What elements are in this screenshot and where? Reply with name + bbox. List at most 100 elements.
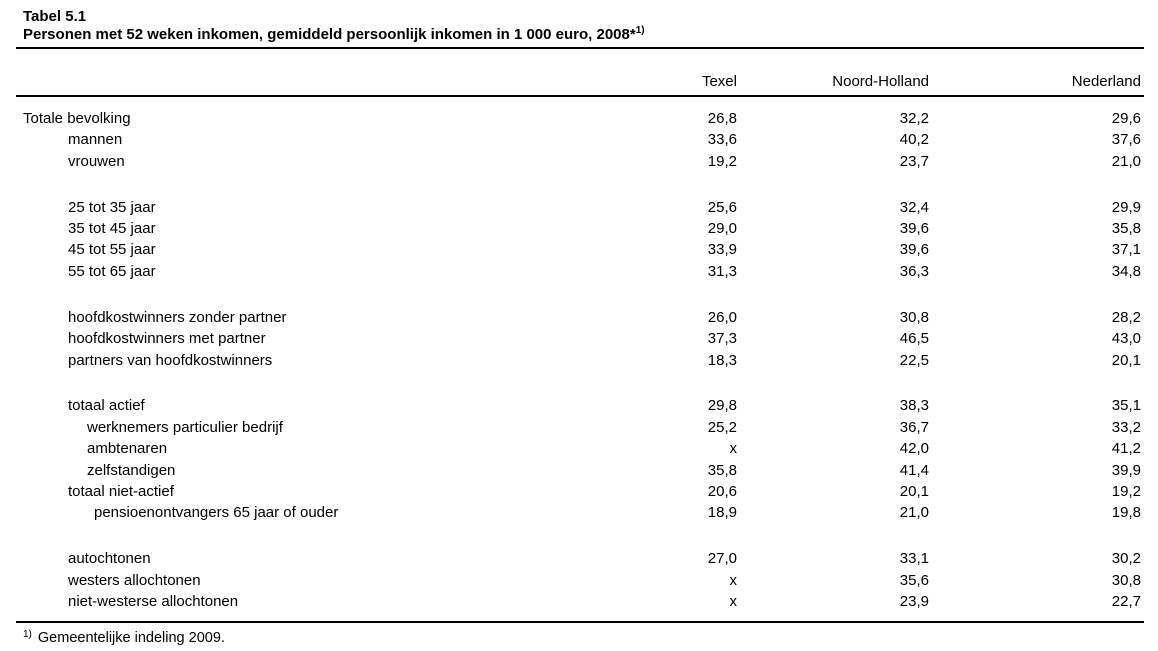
table-row: 55 tot 65 jaar 31,3 36,3 34,8 <box>23 261 1141 282</box>
cell-value: 31,3 <box>707 262 737 280</box>
cell-value: 33,2 <box>1111 418 1141 436</box>
cell-value: 29,0 <box>707 220 737 238</box>
table-row: vrouwen 19,2 23,7 21,0 <box>23 151 1141 172</box>
table-row: partners van hoofdkostwinners 18,3 22,5 20,… <box>23 350 1141 371</box>
title-divider <box>16 47 1144 49</box>
cell-value: 35,1 <box>1111 397 1141 415</box>
cell-value: 35,6 <box>899 571 929 589</box>
row-label: werknemers particulier bedrijf <box>87 418 283 436</box>
cell-value: 26,0 <box>707 308 737 326</box>
table-row: zelfstandigen 35,8 41,4 39,9 <box>23 460 1141 481</box>
column-header-nederland: Nederland <box>1071 73 1141 90</box>
cell-value: 21,0 <box>1111 152 1141 170</box>
cell-value: 26,8 <box>707 110 737 127</box>
table-row: autochtonen 27,0 33,1 30,2 <box>23 548 1141 569</box>
cell-value: 25,2 <box>707 418 737 436</box>
row-label: 35 tot 45 jaar <box>68 220 156 238</box>
cell-value: 30,8 <box>899 308 929 326</box>
cell-value: 18,3 <box>707 351 737 369</box>
table-body: Totale bevolking 26,8 32,2 29,6 mannen 33,6 40… <box>23 108 1141 612</box>
cell-value: 25,6 <box>707 198 737 216</box>
cell-value: 36,7 <box>899 418 929 436</box>
cell-value: 22,7 <box>1111 593 1141 611</box>
table-row: hoofdkostwinners zonder partner 26,0 30,8 2… <box>23 307 1141 328</box>
table-row: pensioenontvangers 65 jaar of ouder 18,9 2… <box>23 502 1141 523</box>
table-row: niet-westerse allochtonen x 23,9 22,7 <box>23 591 1141 612</box>
cell-value: 27,0 <box>707 550 737 568</box>
cell-value: 29,6 <box>1111 110 1141 127</box>
row-label: vrouwen <box>68 152 125 170</box>
row-label: Totale bevolking <box>23 110 131 127</box>
cell-value: 29,9 <box>1111 198 1141 216</box>
cell-value: 43,0 <box>1111 330 1141 348</box>
row-label: pensioenontvangers 65 jaar of ouder <box>94 504 339 522</box>
cell-value: 32,4 <box>899 198 929 216</box>
cell-value: 39,6 <box>899 241 929 259</box>
row-label: westers allochtonen <box>68 571 201 589</box>
row-label: totaal actief <box>68 397 145 415</box>
cell-value: 21,0 <box>899 504 929 522</box>
table-row: mannen 33,6 40,2 37,6 <box>23 129 1141 150</box>
cell-value: 19,2 <box>1111 482 1141 500</box>
table-title-text: Personen met 52 weken inkomen, gemiddeld… <box>23 26 636 43</box>
table-row: ambtenaren x 42,0 41,2 <box>23 438 1141 459</box>
table-row: westers allochtonen x 35,6 30,8 <box>23 570 1141 591</box>
cell-value: 33,9 <box>707 241 737 259</box>
cell-value: 39,9 <box>1111 461 1141 479</box>
cell-value: 19,2 <box>707 152 737 170</box>
row-label: totaal niet-actief <box>68 482 174 500</box>
row-label: 55 tot 65 jaar <box>68 262 156 280</box>
cell-value: 28,2 <box>1111 308 1141 326</box>
column-header-texel: Texel <box>701 73 737 90</box>
footnote-text: Gemeentelijke indeling 2009. <box>37 630 225 647</box>
row-label: 25 tot 35 jaar <box>68 198 156 216</box>
table-number: Tabel 5.1 <box>23 8 87 25</box>
cell-value: 39,6 <box>899 220 929 238</box>
cell-value: 19,8 <box>1111 504 1141 522</box>
cell-value: x <box>729 593 738 611</box>
row-label: partners van hoofdkostwinners <box>68 351 273 369</box>
cell-value: x <box>729 571 738 589</box>
row-spacer <box>23 524 1141 549</box>
column-header-row: Texel Noord-Holland Nederland <box>23 49 1141 95</box>
table-row: 25 tot 35 jaar 25,6 32,4 29,9 <box>23 197 1141 218</box>
cell-value: 29,8 <box>707 397 737 415</box>
header-divider <box>16 95 1144 97</box>
table-row: hoofdkostwinners met partner 37,3 46,5 43,0 <box>23 328 1141 349</box>
row-label: 45 tot 55 jaar <box>68 241 156 259</box>
cell-value: 46,5 <box>899 330 929 348</box>
table-title: Personen met 52 weken inkomen, gemiddeld… <box>23 26 1158 44</box>
row-label: zelfstandigen <box>87 461 176 479</box>
cell-value: 18,9 <box>707 504 737 522</box>
cell-value: x <box>729 440 738 458</box>
cell-value: 38,3 <box>899 397 929 415</box>
cell-value: 36,3 <box>899 262 929 280</box>
cell-value: 30,2 <box>1111 550 1141 568</box>
row-spacer <box>23 282 1141 307</box>
row-label: ambtenaren <box>87 440 168 458</box>
row-label: niet-westerse allochtonen <box>68 593 239 611</box>
cell-value: 42,0 <box>899 440 929 458</box>
table-row: 35 tot 45 jaar 29,0 39,6 35,8 <box>23 218 1141 239</box>
row-label: mannen <box>68 131 123 149</box>
row-spacer <box>23 172 1141 197</box>
cell-value: 22,5 <box>899 351 929 369</box>
title-footnote-marker: 1) <box>635 25 645 36</box>
row-label: autochtonen <box>68 550 151 568</box>
cell-value: 23,7 <box>899 152 929 170</box>
table-row: Totale bevolking 26,8 32,2 29,6 <box>23 108 1141 129</box>
cell-value: 41,2 <box>1111 440 1141 458</box>
title-block: Tabel 5.1 Personen met 52 weken inkomen,… <box>23 8 1158 44</box>
footnote-marker: 1) <box>23 628 32 640</box>
row-label: hoofdkostwinners zonder partner <box>68 308 287 326</box>
row-spacer <box>23 371 1141 396</box>
cell-value: 20,6 <box>707 482 737 500</box>
cell-value: 40,2 <box>899 131 929 149</box>
table-row: 45 tot 55 jaar 33,9 39,6 37,1 <box>23 239 1141 260</box>
cell-value: 23,9 <box>899 593 929 611</box>
cell-value: 34,8 <box>1111 262 1141 280</box>
cell-value: 37,6 <box>1111 131 1141 149</box>
cell-value: 37,3 <box>707 330 737 348</box>
row-label: hoofdkostwinners met partner <box>68 330 266 348</box>
